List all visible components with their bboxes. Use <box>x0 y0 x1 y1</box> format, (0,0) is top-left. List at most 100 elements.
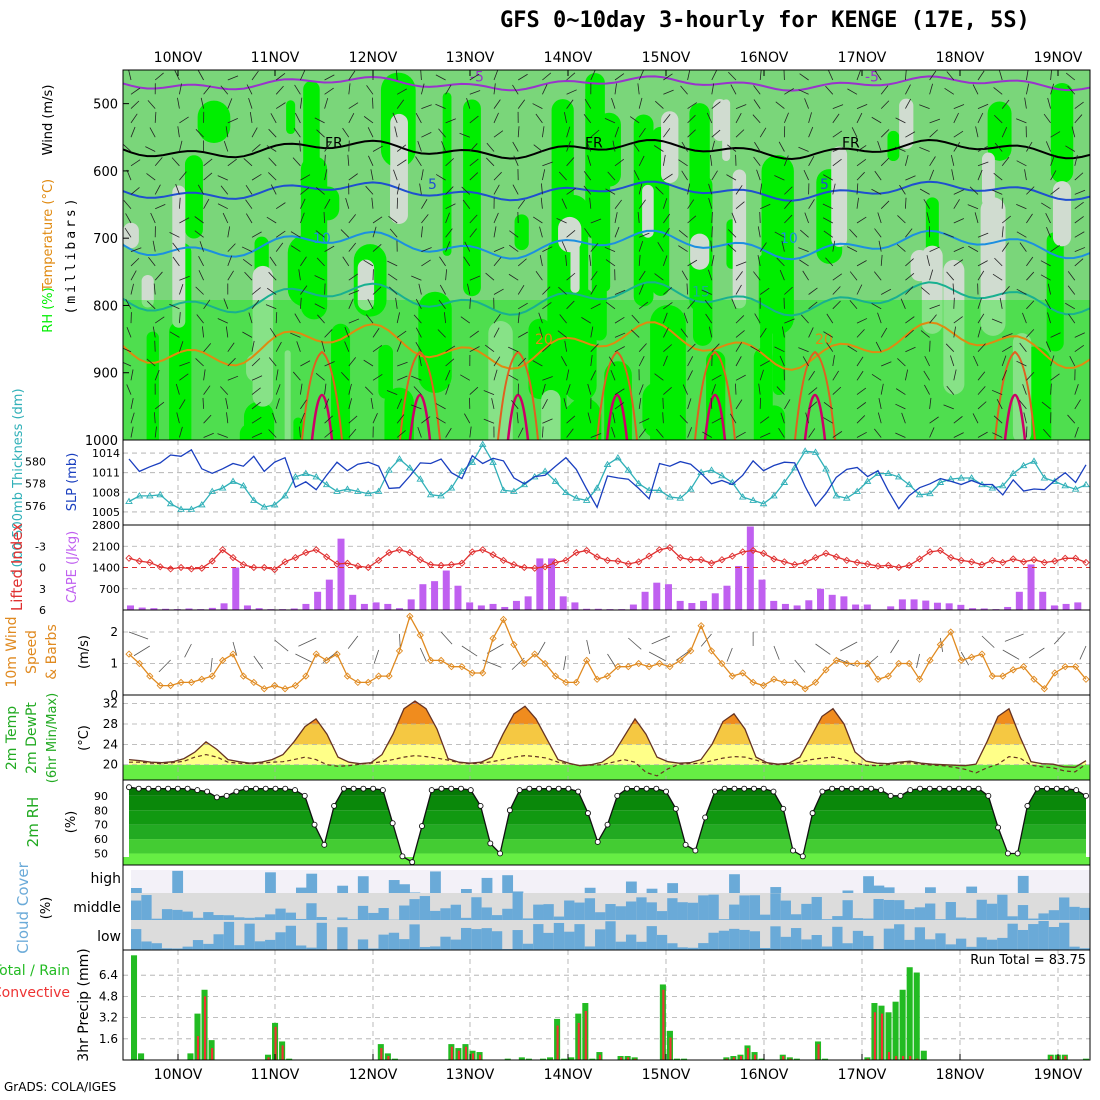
wind-barb <box>130 113 138 124</box>
tick-label: 1400 <box>92 562 120 575</box>
rh-dry-patch <box>899 98 914 149</box>
wind-barb <box>421 199 428 209</box>
data-point <box>780 478 789 485</box>
wind-barb <box>611 426 616 438</box>
cape-bar <box>805 600 813 610</box>
wind-barb <box>871 303 882 310</box>
cloud-cell-gray <box>966 920 978 950</box>
data-point <box>333 487 341 494</box>
wind-barb <box>179 140 183 152</box>
precip-conv-bar <box>725 1058 728 1060</box>
wind-barb <box>123 143 132 152</box>
wind-barb <box>348 214 356 224</box>
wind-barb <box>198 270 204 281</box>
wind-barb <box>662 412 664 424</box>
cloud-cell-gray <box>760 893 771 920</box>
wind-barb <box>316 129 325 138</box>
wind-barb <box>154 271 163 281</box>
precip-total-bar <box>525 1058 532 1060</box>
data-point <box>281 492 289 499</box>
cape-bar <box>758 579 766 610</box>
wind-barb <box>614 158 625 167</box>
rh-moist-patch <box>1046 232 1064 352</box>
data-point <box>321 841 328 848</box>
wind-barb <box>638 183 643 195</box>
data-point <box>198 675 206 683</box>
data-point <box>832 492 841 499</box>
data-point <box>428 787 435 794</box>
cloud-cell-gray <box>265 893 276 920</box>
cloud-cell-gray <box>914 893 926 920</box>
wind-barb <box>348 83 351 95</box>
cloud-cell <box>1048 927 1060 950</box>
data-point <box>988 484 997 491</box>
wind-barb <box>564 340 567 352</box>
data-point <box>583 546 591 555</box>
wind-barb <box>638 284 644 295</box>
wind-barb <box>177 97 180 109</box>
wind-barb <box>1067 85 1076 95</box>
data-point <box>458 559 466 567</box>
wind-barb <box>977 112 984 124</box>
wind-barb <box>317 314 325 324</box>
data-point <box>897 792 904 799</box>
cloud-cell <box>904 939 916 950</box>
wind-barb <box>154 316 165 324</box>
wind-barb <box>348 112 355 124</box>
cape-bar <box>1074 602 1082 610</box>
wind-barb <box>663 327 669 338</box>
cape-bar <box>1050 605 1058 610</box>
tick-label: 1 <box>110 657 118 671</box>
upper-ylabel-2: Wind (m/s) <box>41 85 56 156</box>
cloud-cell <box>502 908 514 920</box>
wind-barb <box>368 155 374 166</box>
wind-barb <box>856 145 867 152</box>
data-point <box>427 656 435 665</box>
date-label-bottom: 17NOV <box>838 1067 887 1083</box>
wind-barb <box>877 412 882 424</box>
wind-barb <box>779 269 785 281</box>
cloud-cell <box>357 939 369 950</box>
temp-contour-30 <box>310 393 334 440</box>
data-point <box>312 650 320 658</box>
data-point <box>416 475 425 482</box>
data-point <box>499 486 508 493</box>
wind-barb <box>981 635 995 648</box>
wind-barb <box>808 199 815 209</box>
wind-barb <box>808 126 814 138</box>
tick-label: 3 <box>39 583 46 596</box>
cloud-cell <box>203 943 214 950</box>
wind-barb <box>275 102 286 109</box>
precip-total-bar <box>681 1058 688 1060</box>
wind-barb <box>372 412 378 424</box>
cloud-cell-gray <box>976 920 988 950</box>
cloud-cell <box>161 948 173 950</box>
wind-barb <box>1002 649 1020 660</box>
tick-label: 24 <box>103 737 118 751</box>
wind-barb <box>469 275 481 281</box>
wind-barb <box>638 397 642 409</box>
wind-barb <box>776 257 785 267</box>
data-point <box>458 785 464 792</box>
cloud-cell <box>388 880 400 893</box>
cloud-cell-gray <box>801 920 813 950</box>
wind-barb <box>566 157 575 167</box>
wind-barb <box>445 84 452 95</box>
cloud-cell <box>357 905 369 920</box>
data-point <box>874 675 882 683</box>
wind-barb <box>950 154 955 166</box>
lifted-index-series <box>125 544 1090 574</box>
data-point <box>156 490 165 498</box>
cloud-cell <box>409 899 421 920</box>
wind-barb <box>895 403 906 410</box>
wind-barb <box>370 397 374 409</box>
wind-barb <box>1050 245 1060 252</box>
wind-barb <box>268 357 277 367</box>
precip-total-bar <box>187 1053 194 1060</box>
cloud-cell-gray <box>863 893 874 920</box>
wind-barb <box>637 212 640 224</box>
cape-bar <box>512 600 520 610</box>
cape-bar <box>255 608 263 610</box>
wind-barb <box>415 298 422 309</box>
wind-barb <box>149 127 156 138</box>
